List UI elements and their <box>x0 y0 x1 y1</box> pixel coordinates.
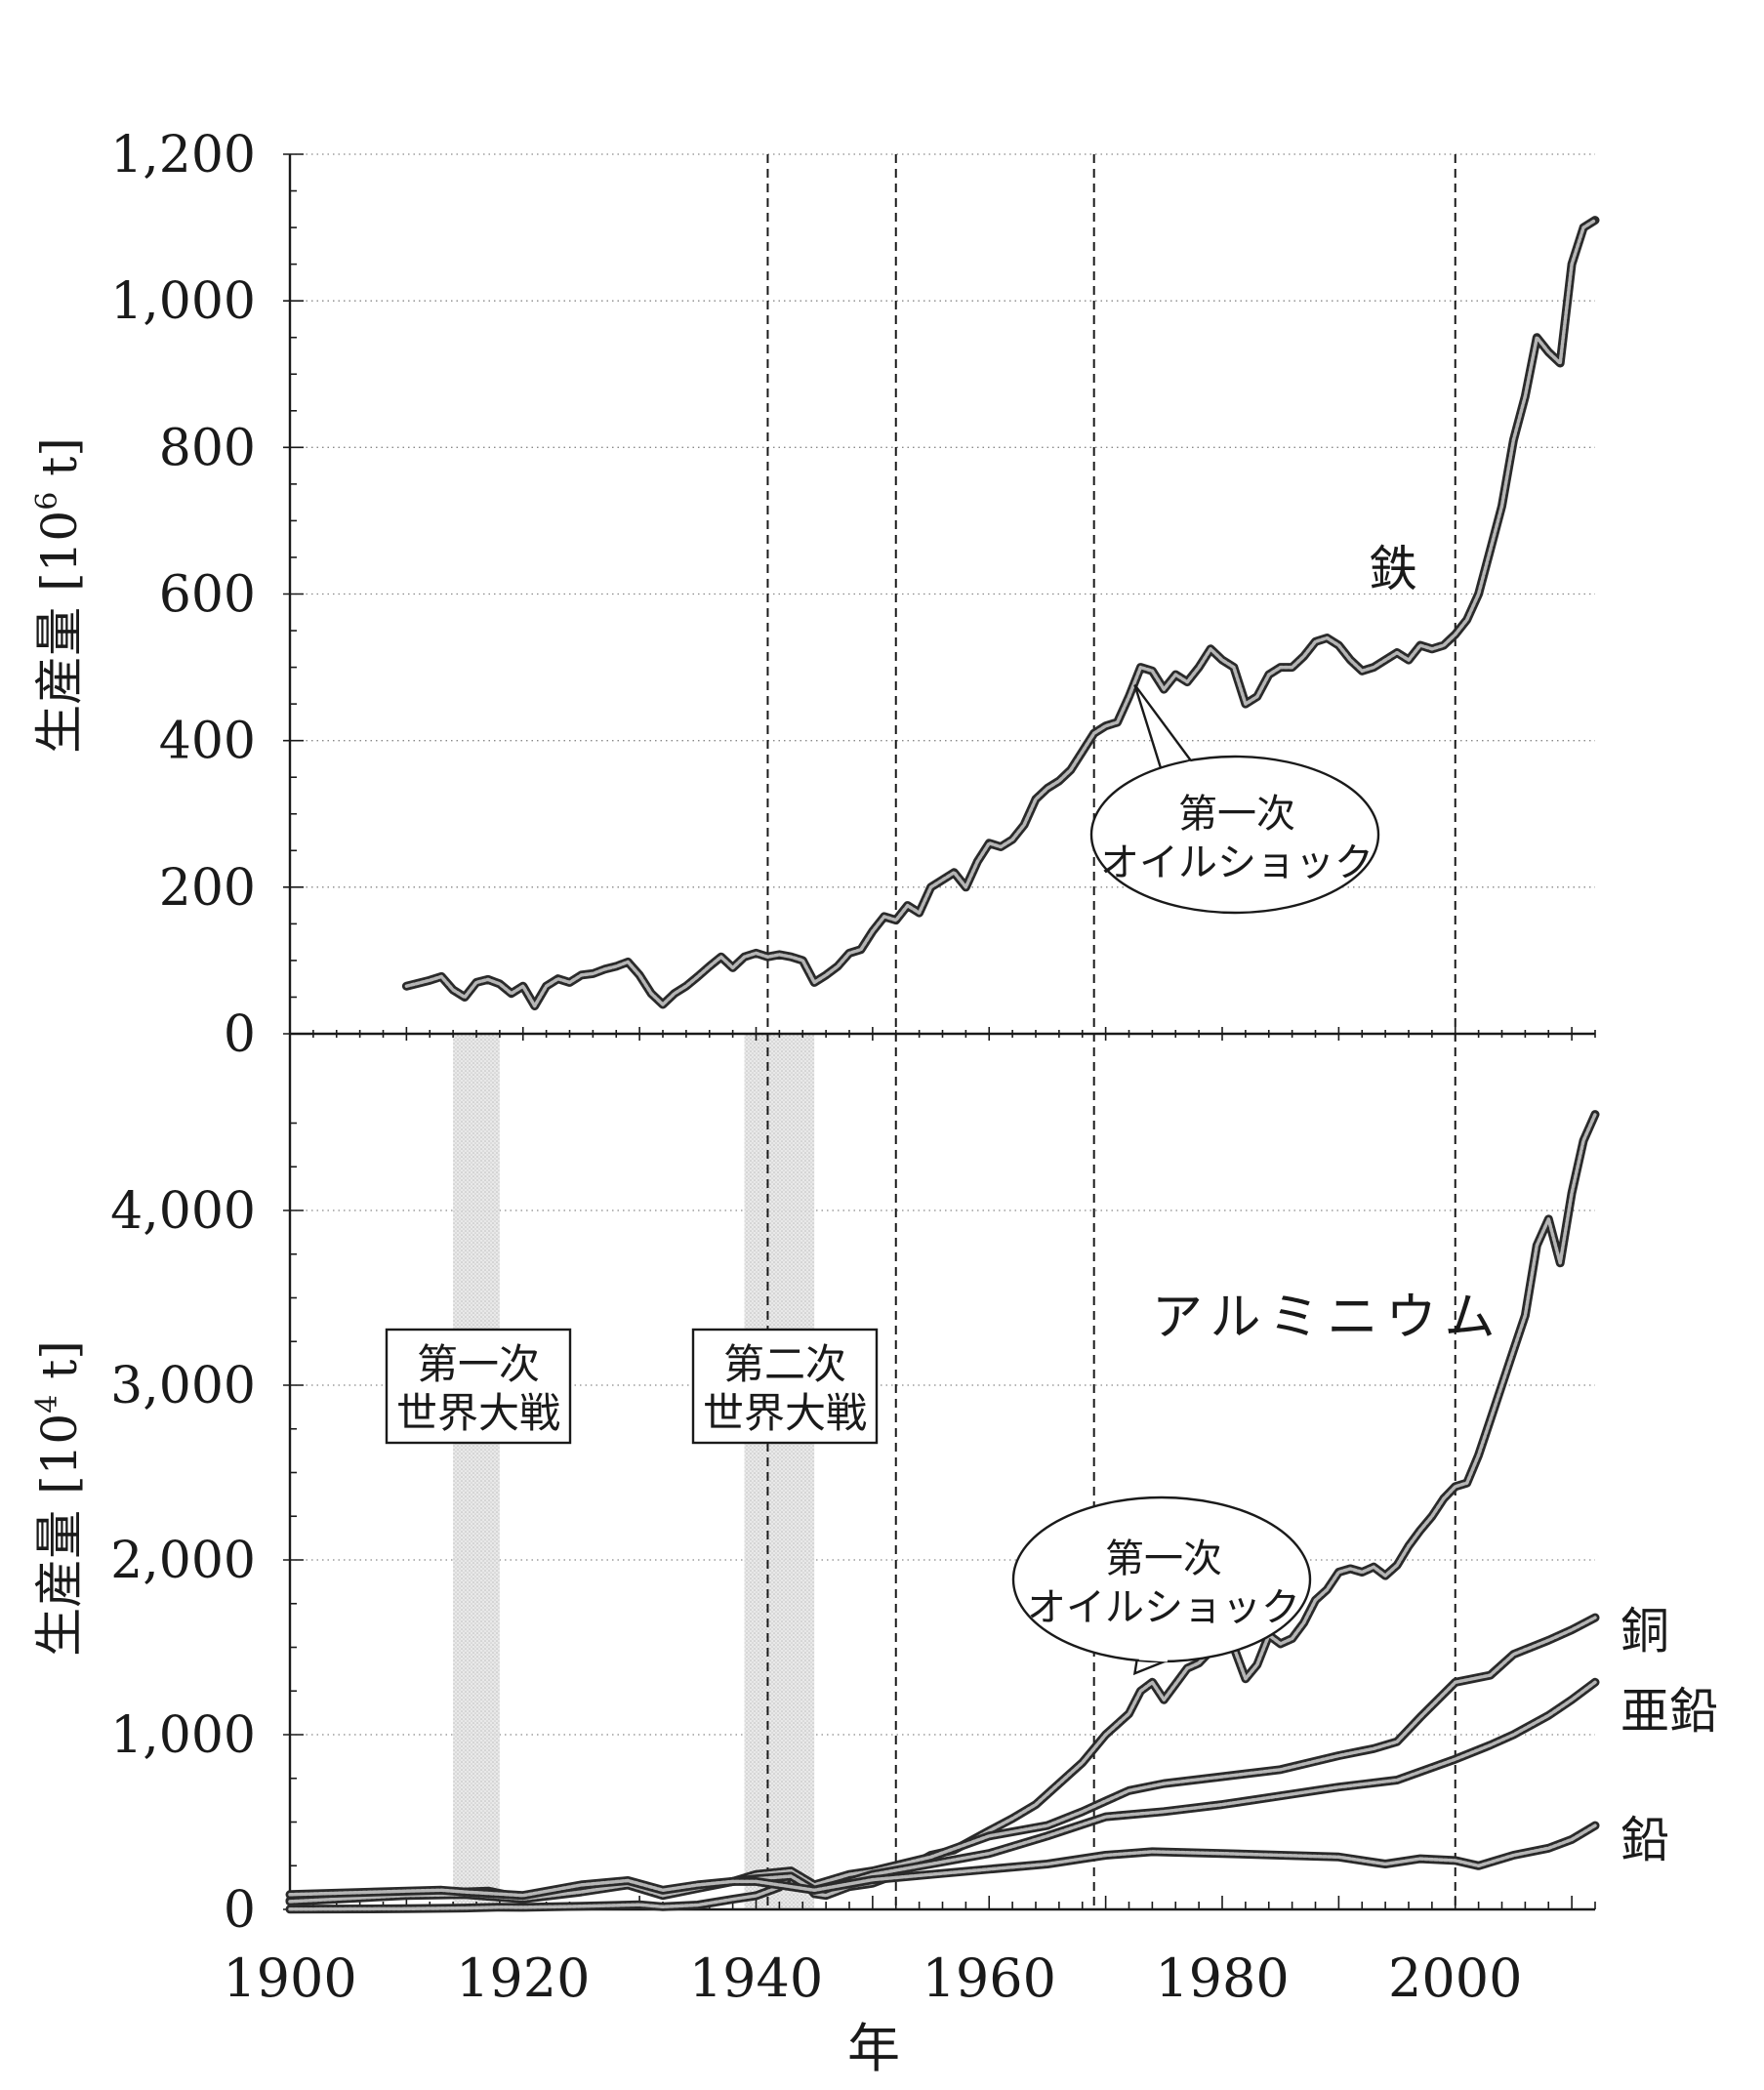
war-shading <box>453 1034 500 1909</box>
war-label-line2: 世界大戦 <box>703 1389 867 1437</box>
x-tick-label: 1960 <box>923 1947 1056 2009</box>
series-label-lead: 鉛 <box>1620 1812 1669 1868</box>
oil-shock-label-line2: オイルショック <box>1027 1585 1300 1630</box>
bottom-y-axis-title: 生産量 [104 t] <box>30 1340 88 1657</box>
war-label-line1: 第二次 <box>723 1340 846 1388</box>
labels-layer: 0 200 400 600 800 1,000 1,200 0 1,000 2,000 3,000 4… <box>30 126 1718 2079</box>
war-label-box <box>385 1328 572 1445</box>
oil-shock-label-line1: 第一次 <box>1105 1537 1222 1581</box>
oil-shock-bubble-join <box>1138 1655 1169 1662</box>
y-axis-title-main: 生産量 [10 <box>31 1414 88 1657</box>
top-y-tick-label: 800 <box>159 419 256 477</box>
series-label-aluminium: アルミニウム <box>1152 1289 1502 1347</box>
war-shading <box>744 1034 815 1909</box>
oil-shock-bubble <box>1089 755 1380 915</box>
top-y-tick-label: 1,200 <box>110 126 256 184</box>
bottom-y-tick-label: 1,000 <box>110 1706 256 1765</box>
top-y-tick-label: 200 <box>159 859 256 918</box>
war-label-box <box>691 1328 879 1445</box>
top-y-tick-label: 0 <box>224 1005 256 1064</box>
oil-shock-label-line1: 第一次 <box>1178 792 1295 837</box>
x-tick-label: 1920 <box>456 1947 590 2009</box>
bottom-y-axis-title-text: 生産量 [104 t] <box>30 1340 88 1657</box>
series-iron-line-fill <box>404 218 1597 1008</box>
x-tick-label: 1980 <box>1155 1947 1289 2009</box>
oil-shock-bubble-join <box>1163 760 1192 774</box>
oil-shock-label-line2: オイルショック <box>1100 840 1374 885</box>
y-axis-title-main: 生産量 [10 <box>31 511 88 754</box>
bottom-y-tick-label: 3,000 <box>110 1357 256 1415</box>
y-axis-title-exponent: 6 <box>30 492 64 511</box>
top-y-tick-label: 600 <box>159 566 256 625</box>
bottom-y-tick-label: 2,000 <box>110 1532 256 1590</box>
top-y-tick-label: 400 <box>159 713 256 771</box>
y-axis-title-unit: t] <box>31 437 88 492</box>
bottom-y-tick-label: 0 <box>224 1881 256 1940</box>
series-label-copper: 銅 <box>1620 1603 1669 1660</box>
series-label-zinc: 亜鉛 <box>1620 1683 1718 1740</box>
series-zinc-line-fill <box>288 1680 1597 1904</box>
series-lead-line-fill <box>288 1824 1597 1898</box>
series-label-iron: 鉄 <box>1369 541 1417 597</box>
top-y-axis-title-text: 生産量 [106 t] <box>30 437 88 754</box>
war-label-line1: 第一次 <box>417 1340 540 1388</box>
x-tick-label: 1900 <box>223 1947 356 2009</box>
top-y-tick-label: 1,000 <box>110 272 256 331</box>
bottom-y-tick-label: 4,000 <box>110 1182 256 1241</box>
x-tick-label: 1940 <box>689 1947 823 2009</box>
y-axis-title-unit: t] <box>31 1340 88 1395</box>
x-axis-title: 年 <box>847 2018 900 2079</box>
war-shading-layer <box>453 1034 815 1909</box>
x-tick-label: 2000 <box>1388 1947 1522 2009</box>
oil-shock-bubble-tail <box>1133 683 1196 773</box>
war-label-line2: 世界大戦 <box>396 1389 560 1437</box>
series-iron-line-outline <box>401 216 1600 1010</box>
top-y-axis-title: 生産量 [106 t] <box>30 437 88 754</box>
y-axis-title-exponent: 4 <box>30 1395 64 1414</box>
